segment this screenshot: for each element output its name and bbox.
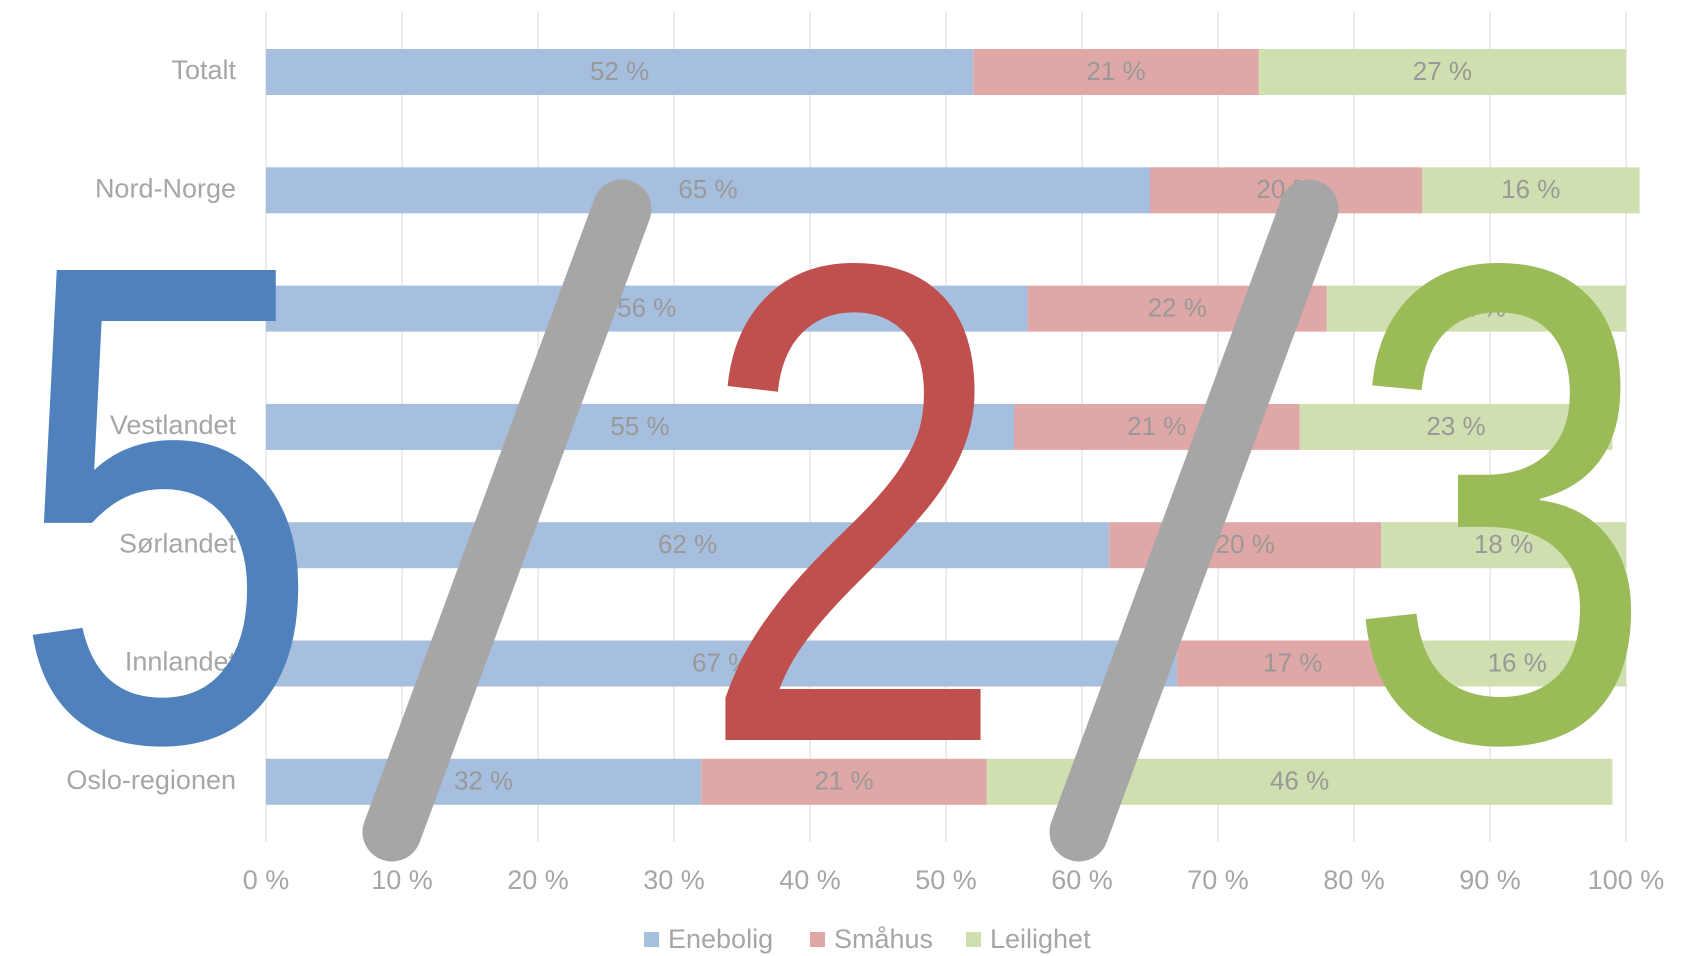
x-tick-label: 30 %	[643, 865, 705, 895]
value-label: 27 %	[1413, 56, 1472, 86]
legend-label: Småhus	[834, 924, 933, 954]
value-label: 21 %	[1086, 56, 1145, 86]
value-label: 17 %	[1263, 647, 1322, 677]
value-label: 55 %	[610, 411, 669, 441]
legend-swatch	[810, 932, 825, 947]
value-label: 46 %	[1270, 766, 1329, 796]
overlay: 5 2 3	[10, 123, 1655, 885]
x-tick-label: 20 %	[507, 865, 569, 895]
category-label: Totalt	[171, 55, 236, 85]
value-label: 56 %	[617, 292, 676, 322]
value-label: 52 %	[590, 56, 649, 86]
value-label: 22 %	[1148, 292, 1207, 322]
chart: 0 %10 %20 %30 %40 %50 %60 %70 %80 %90 %1…	[0, 0, 1683, 956]
x-tick-label: 10 %	[371, 865, 433, 895]
value-label: 20 %	[1216, 529, 1275, 559]
legend-label: Enebolig	[668, 924, 773, 954]
value-label: 32 %	[454, 766, 513, 796]
overlay-digit: 2	[697, 123, 1008, 885]
x-tick-label: 70 %	[1187, 865, 1249, 895]
value-label: 21 %	[1127, 411, 1186, 441]
legend-swatch	[966, 932, 981, 947]
x-tick-label: 60 %	[1051, 865, 1113, 895]
overlay-digit: 3	[1344, 123, 1655, 885]
legend-swatch	[644, 932, 659, 947]
legend-label: Leilighet	[990, 924, 1091, 954]
overlay-digit: 5	[10, 123, 321, 885]
